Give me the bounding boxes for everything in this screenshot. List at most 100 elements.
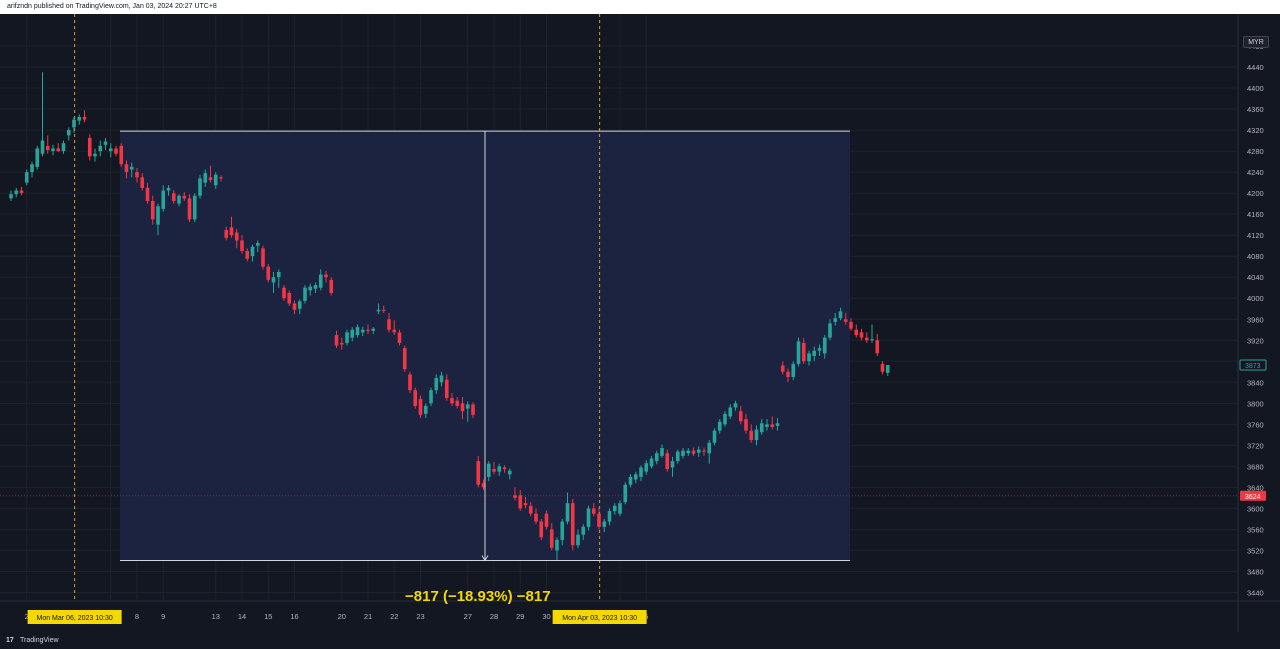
y-tick-label: 3440 [1247,589,1264,598]
candle-body [114,148,118,154]
candle-body [103,141,108,145]
publisher-text: arifzndn published on TradingView.com, J… [7,3,217,10]
candle-body [297,301,302,309]
candle-body [539,521,544,538]
candle-body [817,348,822,351]
candle-body [712,430,717,443]
candle-body [444,379,449,399]
candle-body [87,137,92,157]
candlestick-chart[interactable]: 4480444044004360432042804240420041604120… [0,14,1280,635]
candle-body [145,187,150,202]
candle-body [9,194,13,199]
candle-body [203,173,208,183]
candle-body [376,309,381,312]
tradingview-logo-icon[interactable]: 17 [6,637,14,644]
date-marker-badge [552,610,647,624]
candle-body [833,318,838,322]
candle-body [586,508,591,527]
candle-body [282,287,286,299]
candle-body [350,329,355,338]
candle-body [450,398,454,404]
candle-body [93,153,97,157]
candle-body [486,463,491,477]
candle-body [19,190,24,194]
candle-body [98,145,103,152]
candle-body [738,411,743,422]
candle-body [534,513,538,522]
y-tick-label: 3560 [1247,525,1264,534]
candle-body [224,229,229,238]
current-price-label: 3624 [1245,494,1261,501]
candle-body [749,430,754,441]
currency-button[interactable]: MYR [1243,36,1269,48]
candle-body [182,195,187,199]
candle-body [413,390,418,406]
candle-body [140,177,145,188]
candle-body [649,458,654,467]
candle-body [187,198,192,220]
chart-frame[interactable]: 4480444044004360432042804240420041604120… [0,14,1280,635]
candle-body [696,449,701,453]
candle-body [597,513,601,527]
candle-body [528,505,533,514]
candle-body [633,474,638,480]
candle-body [219,177,223,179]
candle-body [471,404,475,415]
candle-body [313,285,318,289]
candle-body [733,403,738,408]
x-tick-label: 9 [161,612,165,621]
candle-body [497,466,502,472]
candle-body [717,421,722,431]
candle-body [822,337,827,354]
candle-body [392,329,397,333]
candle-body [523,503,528,506]
candle-body [681,450,685,456]
y-tick-label: 4400 [1247,84,1264,93]
candle-body [255,243,260,246]
date-marker-label: Mon Apr 03, 2023 10:30 [562,615,637,622]
candle-body [408,374,412,391]
y-tick-label: 4080 [1247,252,1264,261]
candle-body [707,442,712,454]
candle-body [607,511,612,522]
candle-body [245,250,250,259]
candle-body [770,424,775,427]
candle-body [796,341,801,364]
candle-body [807,353,811,362]
x-tick-label: 28 [490,612,498,621]
y-tick-label: 3720 [1247,441,1264,450]
candle-body [334,335,339,346]
candle-body [135,172,139,178]
candle-body [161,190,166,209]
candle-body [754,429,759,441]
x-tick-label: 22 [390,612,398,621]
candle-body [129,166,134,170]
candle-body [702,450,706,452]
candle-body [828,323,832,338]
current-price-tag [1240,490,1266,501]
candle-body [124,164,129,173]
candle-body [843,319,848,322]
candle-body [150,201,155,220]
measure-arrow-icon [481,555,489,562]
y-tick-label: 4200 [1247,189,1264,198]
candle-body [402,348,407,370]
candle-body [213,174,218,186]
candle-body [560,521,565,540]
candle-body [360,329,365,333]
candle-body [261,248,265,267]
candle-body [387,319,391,330]
x-tick-label: 27 [464,612,472,621]
candle-body [418,399,423,415]
y-tick-label: 3680 [1247,462,1264,471]
candle-body [670,461,675,468]
candle-body [864,337,869,341]
candle-body [234,232,239,241]
candle-body [192,195,197,220]
candle-body [61,143,66,152]
candle-body [654,453,659,462]
candle-body [565,503,570,522]
candle-body [875,340,880,354]
candle-body [623,484,628,503]
tradingview-brand[interactable]: TradingView [20,637,59,644]
